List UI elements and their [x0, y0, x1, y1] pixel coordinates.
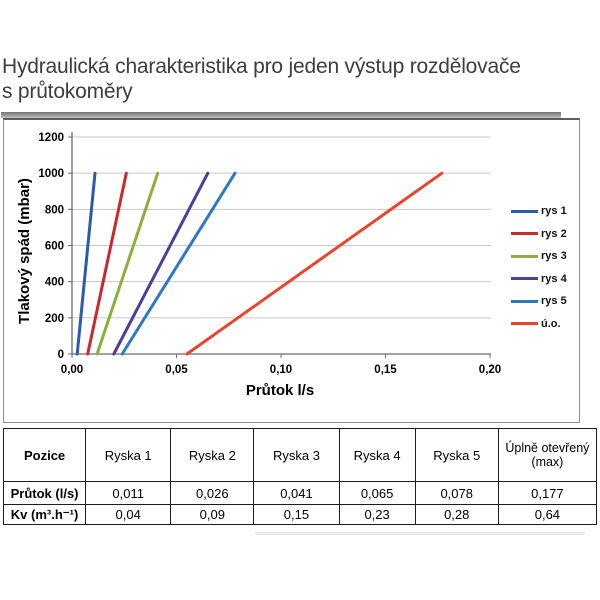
x-tick-label: 0,00 — [61, 364, 83, 376]
table-header-cell: Ryska 5 — [414, 428, 499, 482]
table-cell: 0,09 — [170, 504, 255, 525]
scan-artifact — [255, 532, 585, 535]
scan-artifact — [1, 112, 561, 118]
x-tick-label: 0,05 — [165, 364, 188, 376]
legend-label: ú.o. — [541, 317, 561, 330]
table-row-label: Kv (m³.h⁻¹) — [2, 504, 87, 525]
table-header-cell: Ryska 1 — [85, 428, 172, 482]
legend-swatch — [511, 322, 538, 326]
y-tick-label: 400 — [45, 277, 64, 289]
table-cell: 0,23 — [338, 504, 416, 525]
table-cell: 0,041 — [253, 481, 340, 505]
x-tick-label: 0,20 — [479, 364, 501, 376]
page-title: Hydraulická charakteristika pro jeden vý… — [2, 54, 521, 104]
flow-table: Pozice Ryska 1 Ryska 2 Ryska 3 Ryska 4 Ryska … — [2, 428, 598, 525]
legend-label: rys 2 — [541, 227, 567, 240]
legend-item: ú.o. — [511, 313, 567, 336]
table-cell: 0,065 — [338, 481, 416, 505]
table-cell: 0,15 — [253, 504, 340, 525]
chart-legend: rys 1 rys 2 rys 3 rys 4 rys 5 ú.o. — [511, 200, 567, 335]
table-header-row: Pozice Ryska 1 Ryska 2 Ryska 3 Ryska 4 Ryska … — [2, 428, 598, 482]
legend-swatch — [511, 209, 538, 213]
legend-swatch — [511, 299, 538, 303]
series-line-rys-5 — [120, 171, 237, 356]
legend-swatch — [511, 277, 538, 281]
legend-item: rys 5 — [511, 290, 567, 313]
table-header-cell: Pozice — [2, 428, 87, 482]
series-line--o- — [185, 171, 444, 356]
x-tick-label: 0,10 — [270, 364, 292, 376]
table-cell: 0,28 — [414, 504, 499, 525]
y-axis-title: Tlakový spád (mbar) — [16, 178, 33, 324]
legend-label: rys 5 — [541, 295, 567, 308]
series-line-rys-4 — [112, 171, 210, 356]
y-tick-label: 1200 — [38, 132, 64, 144]
table-cell: 0,011 — [85, 481, 172, 505]
table-cell: 0,64 — [497, 504, 598, 525]
y-tick-label: 600 — [45, 241, 64, 253]
table-cell: 0,026 — [170, 481, 255, 505]
y-tick-label: 200 — [45, 313, 64, 325]
x-tick-label: 0,15 — [374, 364, 397, 376]
page-title-line1: Hydraulická charakteristika pro jeden vý… — [2, 55, 521, 78]
table-header-cell: Ryska 4 — [338, 428, 416, 482]
table-cell: 0,04 — [85, 504, 172, 525]
legend-label: rys 4 — [541, 272, 567, 285]
table-row-label: Průtok (l/s) — [2, 481, 87, 505]
legend-item: rys 4 — [511, 268, 567, 291]
legend-label: rys 1 — [541, 205, 567, 218]
table-cell: 0,177 — [497, 481, 598, 505]
table-row: Kv (m³.h⁻¹) 0,04 0,09 0,15 0,23 0,28 0,64 — [2, 504, 598, 525]
hydraulic-chart: 0 200 400 600 800 1000 1200 0,00 0,05 0,10 0,15 0,2… — [38, 132, 501, 376]
legend-item: rys 1 — [511, 200, 567, 223]
y-tick-label: 0 — [58, 349, 64, 361]
legend-item: rys 3 — [511, 245, 567, 268]
y-tick-label: 800 — [45, 204, 64, 216]
y-tick-label: 1000 — [38, 168, 64, 180]
legend-label: rys 3 — [541, 250, 567, 263]
table-cell: 0,078 — [414, 481, 499, 505]
series-line-rys-2 — [86, 171, 128, 356]
page-title-line2: s průtokoměry — [2, 80, 133, 104]
series-line-rys-3 — [95, 171, 160, 356]
table-header-cell: Úplně otevřený (max) — [497, 428, 598, 482]
table-header-cell: Ryska 3 — [253, 428, 340, 482]
legend-swatch — [511, 232, 538, 236]
series-line-rys-1 — [75, 171, 97, 356]
x-axis-title: Průtok l/s — [245, 382, 315, 399]
legend-item: rys 2 — [511, 223, 567, 246]
chart-frame: 0 200 400 600 800 1000 1200 0,00 0,05 0,10 0,15 0,2… — [1, 112, 580, 423]
table-row: Průtok (l/s) 0,011 0,026 0,041 0,065 0,078 0,1… — [2, 481, 598, 505]
table-header-cell: Ryska 2 — [170, 428, 255, 482]
legend-swatch — [511, 254, 538, 258]
